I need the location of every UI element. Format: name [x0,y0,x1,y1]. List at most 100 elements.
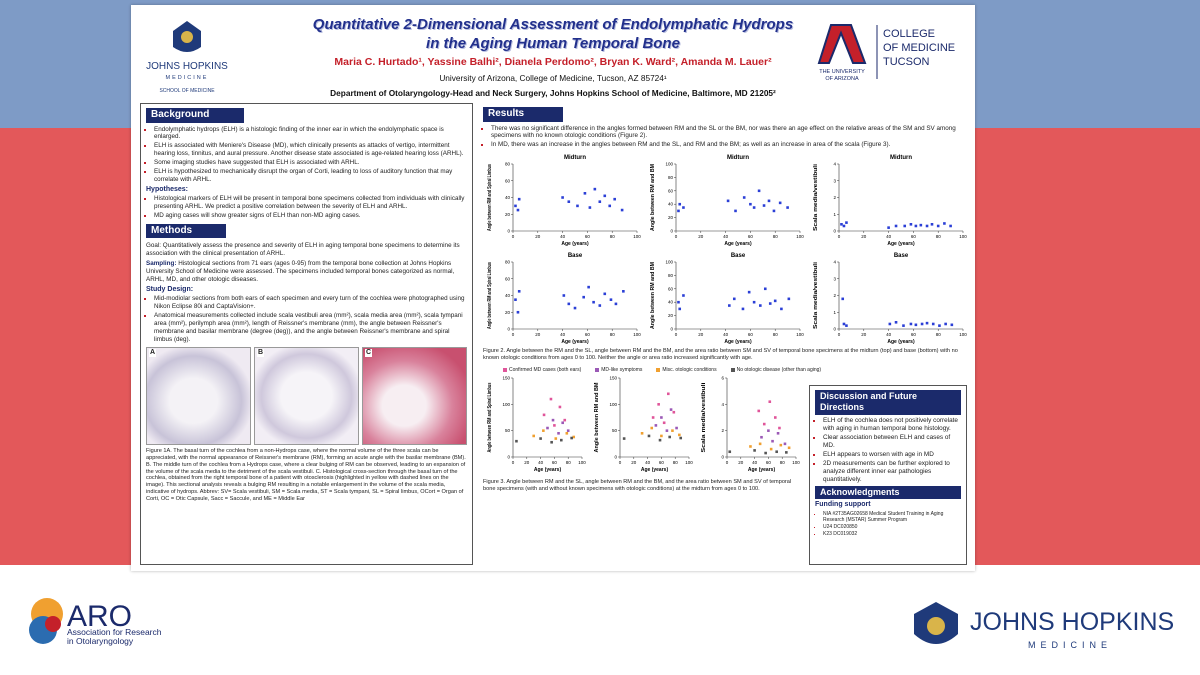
y-tick-label: 0 [721,455,724,460]
y-tick-label: 150 [502,376,510,381]
bullet: There was no significant difference in t… [491,125,963,141]
histology-image: C [362,346,467,445]
bullet: Clear association between ELH and cases … [823,434,961,450]
x-tick-label: 0 [512,332,515,337]
data-point [667,392,670,396]
scatter-chart: Base 0 20 40 60 80 0 20 40 60 80 100 Age (years) Angl… [487,253,641,345]
data-point [787,446,791,450]
x-tick-label: 100 [796,332,804,337]
aro-abbr: ARO [67,600,132,633]
y-tick-label: 20 [505,310,511,315]
data-point [539,437,542,441]
scatter-chart: 0 50 100 150 0 20 40 60 80 100 Age (years) Angle be… [594,376,693,474]
x-tick-label: 0 [838,332,841,337]
figure-caption: Figure 2. Angle between the RM and the S… [483,348,958,362]
x-tick-label: 40 [538,460,544,465]
x-axis-label: Age (years) [748,467,776,473]
legend-item: Confirmed MD cases (both ears) [503,367,581,373]
x-tick-label: 20 [535,332,541,337]
data-point [563,419,567,422]
data-point [841,297,845,301]
y-tick-label: 20 [668,215,674,220]
data-point [660,434,663,438]
y-tick-label: 80 [668,273,674,278]
y-tick-label: 50 [612,428,618,433]
logo-text: OF MEDICINE [883,42,955,54]
paragraph: Sampling: Histological sections from 71 … [146,260,467,284]
left-column: Background Endolymphatic hydrops (ELH) i… [140,103,473,565]
y-tick-label: 50 [505,428,511,433]
data-point [588,206,592,209]
data-point [768,302,772,305]
x-tick-label: 40 [886,234,892,239]
text: Histological sections from 71 ears (ages… [146,260,455,283]
data-point [662,421,666,425]
data-point [640,432,644,435]
y-tick-label: 60 [668,286,674,291]
x-tick-label: 80 [610,234,616,239]
scatter-chart: 0 50 100 150 0 20 40 60 80 100 Age (years) Angle be… [487,376,586,474]
data-point [919,223,923,227]
data-point [741,307,745,311]
data-point [514,298,517,302]
logo-text: JOHNS HOPKINS [146,61,228,72]
x-tick-label: 20 [861,332,867,337]
data-point [583,192,587,195]
data-point [767,199,771,203]
data-point [620,208,624,212]
x-tick-label: 20 [738,460,744,465]
data-point [658,439,662,442]
bullet: In MD, there was an increase in the angl… [491,141,963,149]
title-line: in the Aging Human Temporal Bone [426,35,680,52]
data-point [532,434,535,438]
bullet-list: Mid-modiolar sections from both ears of … [146,295,467,343]
x-tick-label: 60 [748,234,754,239]
data-point [778,427,781,430]
logo-a [817,24,867,64]
y-tick-label: 3 [833,178,836,183]
data-point [757,409,761,413]
legend-label: MD-like symptoms [601,367,643,374]
y-tick-label: 100 [665,260,673,265]
y-tick-label: 2 [721,428,724,433]
aro-name-box: Association for Research in Otolaryngolo… [67,628,162,646]
y-tick-label: 0 [670,229,673,234]
data-point [593,187,597,191]
x-tick-label: 80 [773,332,779,337]
data-point [938,324,941,328]
x-tick-label: 100 [578,460,586,465]
data-point [682,206,685,209]
section-heading: Background [146,108,244,123]
data-point [749,445,752,449]
data-point [582,295,585,299]
data-point [560,439,563,442]
bullet: Endolymphatic hydrops (ELH) is a histolo… [154,126,467,142]
x-tick-label: 20 [535,234,541,239]
bullet: Histological markers of ELH will be pres… [154,195,467,211]
y-tick-label: 0 [833,327,836,332]
logo-text: OF ARIZONA [825,76,859,82]
data-point [570,437,573,440]
scatter-chart: Midturn 0 20 40 60 80 100 0 20 40 60 80 100 Age (year… [650,155,804,247]
legend-label: No otologic disease (other than aging) [736,367,822,374]
data-point [561,196,564,199]
aro-logo: ARO Association for Research in Otolaryn… [29,598,162,646]
data-point [914,323,918,327]
y-axis-label: Scala media/vestibuli [813,163,819,231]
data-point [728,304,731,307]
poster-title: Quantitative 2-Dimensional Assessment of… [241,15,865,53]
x-tick-label: 40 [723,332,729,337]
x-tick-label: 0 [675,332,678,337]
y-tick-label: 80 [668,175,674,180]
data-point [762,204,766,207]
label: Sampling: [146,260,177,268]
scatter-chart: Base 0 20 40 60 80 100 0 20 40 60 80 100 Age (years) A… [650,253,804,345]
data-point [603,194,607,198]
figure-1: A B C [146,346,467,445]
data-point [768,400,772,404]
legend-swatch [595,368,600,373]
chart-title: Midturn [564,155,586,161]
scatter-chart: Midturn 0 20 40 60 80 0 20 40 60 80 100 Age (years) A… [487,155,641,247]
